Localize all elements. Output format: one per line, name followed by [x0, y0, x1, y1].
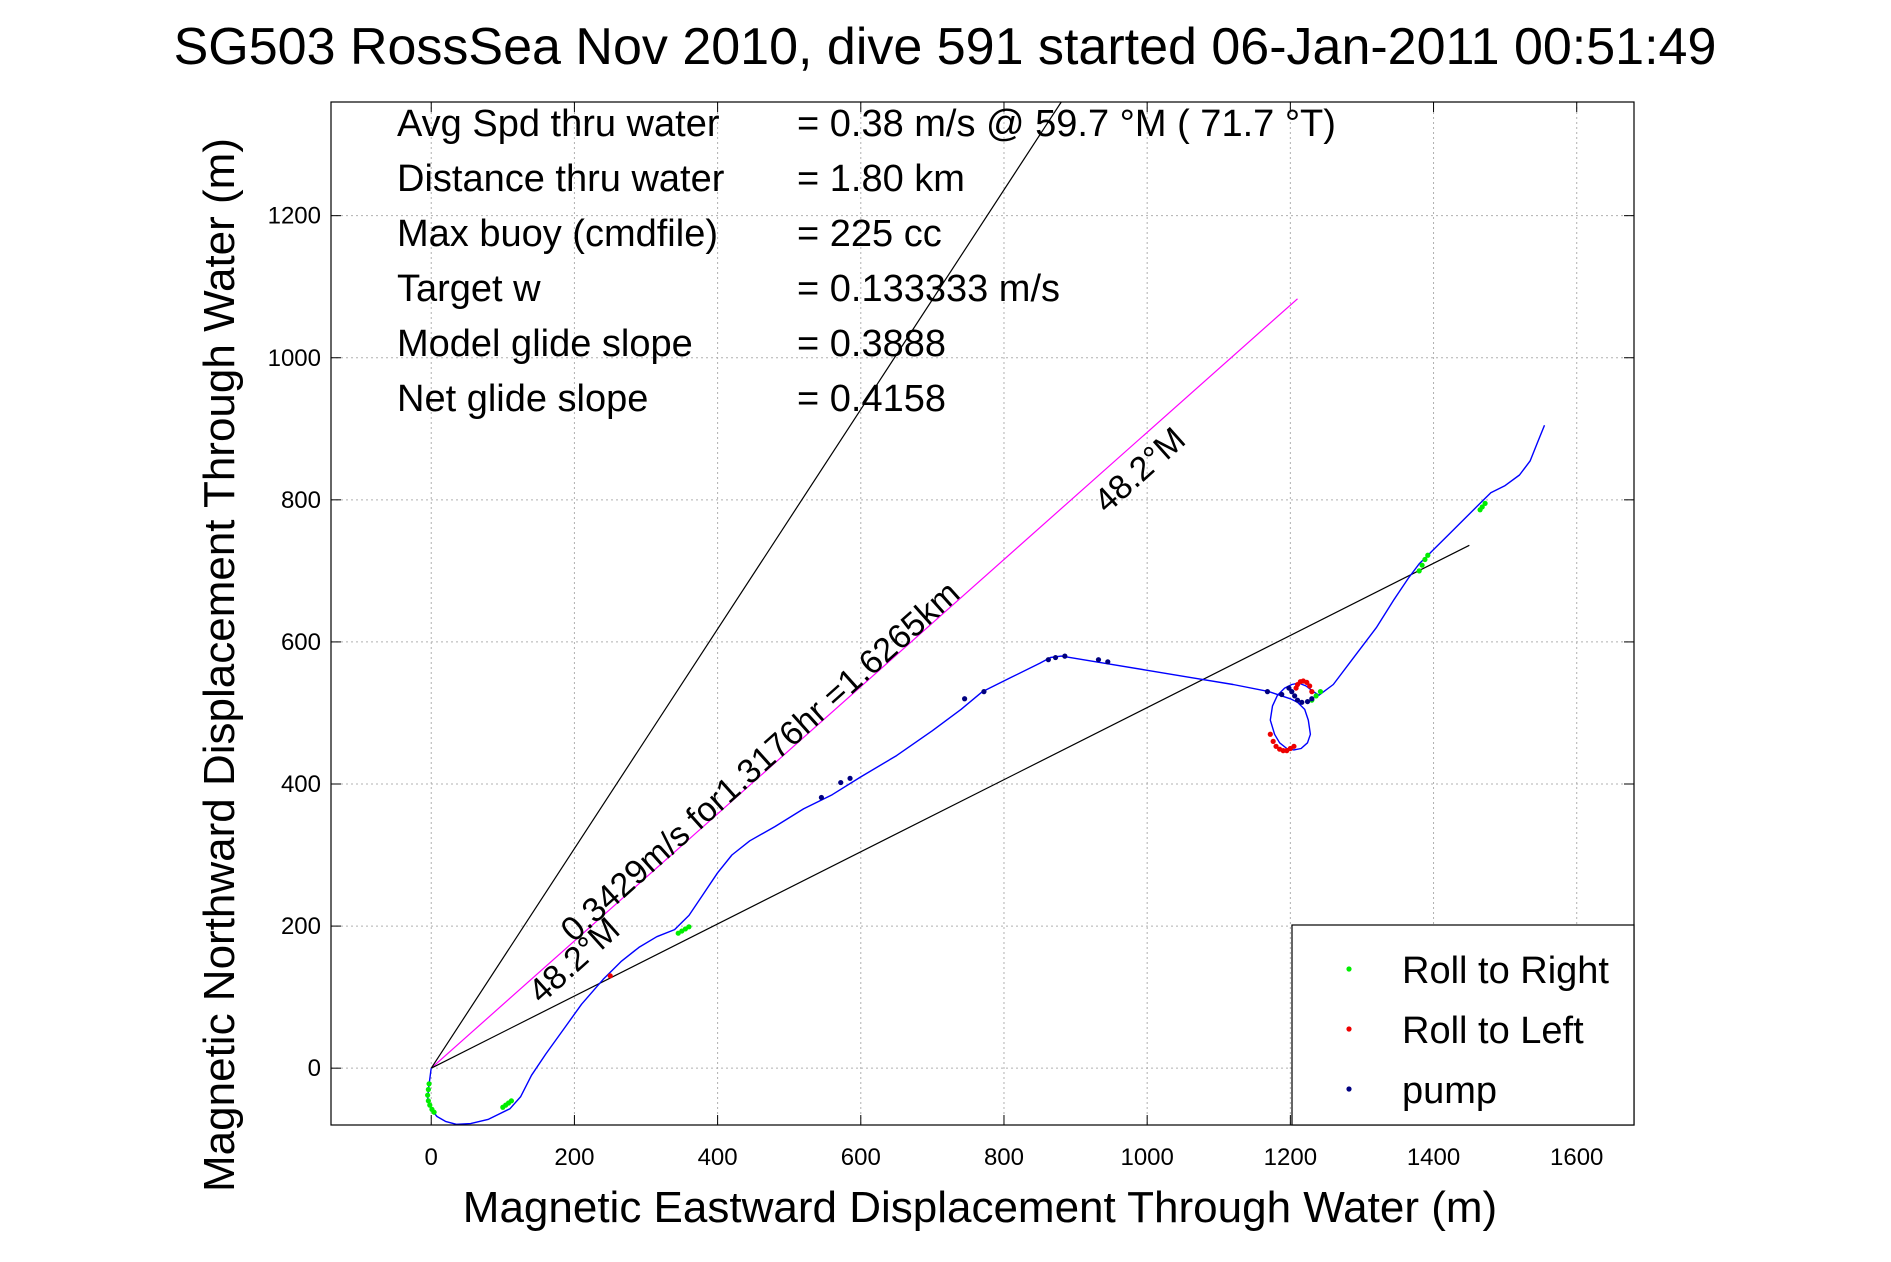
legend-entry: pump [1402, 1070, 1497, 1112]
reference-line-1 [430, 102, 1062, 1069]
y-tick-label: 200 [281, 913, 321, 940]
roll-to-left-point [1280, 748, 1286, 754]
y-tick-label: 800 [281, 487, 321, 514]
legend-entry: Roll to Right [1402, 950, 1609, 992]
roll-to-right-point [1479, 504, 1485, 510]
x-tick-label: 1200 [1264, 1144, 1317, 1171]
x-tick-label: 200 [554, 1144, 594, 1171]
info-value: = 0.4158 [797, 378, 946, 420]
annotation-label: 48.2°M [1087, 420, 1193, 520]
reference-line-0 [430, 298, 1298, 1069]
info-label: Avg Spd thru water [397, 103, 720, 145]
info-label: Net glide slope [397, 378, 648, 420]
y-tick-label: 0 [308, 1055, 321, 1082]
roll-to-right-point [1416, 568, 1422, 574]
x-tick-label: 1600 [1550, 1144, 1603, 1171]
roll-to-right-point [425, 1098, 431, 1104]
pump-point [1294, 697, 1301, 703]
roll-to-left-point [1309, 689, 1315, 695]
pump-point [1279, 691, 1285, 698]
legend-marker [1346, 1086, 1352, 1092]
y-tick-label: 600 [281, 629, 321, 656]
info-value: = 0.38 m/s @ 59.7 °M ( 71.7 °T) [797, 103, 1336, 145]
roll-to-right-point [1317, 689, 1324, 695]
annotation-label: 0.3429m/s for1.3176hr =1.6265km [554, 574, 968, 949]
plot-area-frame [330, 101, 1635, 1126]
info-text-block: Avg Spd thru water = 0.38 m/s @ 59.7 °M (… [397, 103, 1336, 420]
reference-lines [430, 102, 1470, 1069]
info-value: = 0.133333 m/s [797, 268, 1060, 310]
chart-annotations: 48.2°M0.3429m/s for1.3176hr =1.6265km48.… [521, 420, 1193, 1011]
roll-to-right-point [431, 1109, 437, 1115]
info-value: = 225 cc [797, 213, 942, 255]
info-label: Distance thru water [397, 158, 725, 200]
data-series [425, 424, 1546, 1125]
pump-point [1289, 689, 1295, 695]
info-label: Model glide slope [397, 323, 693, 365]
pump-point [1105, 659, 1111, 665]
chart-title: SG503 RossSea Nov 2010, dive 591 started… [174, 18, 1717, 76]
pump-point [818, 794, 825, 801]
pump-point [1292, 693, 1298, 699]
roll-to-right-point [1422, 556, 1428, 563]
roll-to-left-point [1270, 738, 1276, 744]
roll-to-left-point [1307, 683, 1313, 689]
pump-point [1052, 654, 1059, 661]
roll-to-right-point [427, 1102, 433, 1108]
pump-point [847, 775, 853, 781]
pump-point [1299, 699, 1305, 705]
roll-to-left-point [1304, 679, 1310, 686]
roll-to-right-point [686, 924, 692, 930]
x-tick-label: 800 [984, 1144, 1024, 1171]
x-tick-label: 600 [841, 1144, 881, 1171]
pump-point [1309, 696, 1315, 702]
roll-to-right-point [1482, 500, 1488, 506]
info-value: = 1.80 km [797, 158, 965, 200]
pump-point [838, 779, 844, 786]
pump-point [1286, 685, 1292, 691]
chart-legend: Roll to Right Roll to Left pump [1291, 924, 1635, 1126]
y-axis-label: Magnetic Northward Displacement Through … [195, 138, 244, 1192]
legend-box [1291, 924, 1635, 1126]
y-tick-label: 400 [281, 771, 321, 798]
roll-to-right-point [425, 1092, 431, 1098]
grid-lines [331, 102, 1634, 1125]
track-line [427, 424, 1546, 1125]
axis-ticks: 0 200 400 600 800 1000 1200 1400 1600 0 200 400 600 8… [268, 102, 1634, 1171]
roll-to-left-point [1291, 743, 1297, 749]
x-tick-label: 400 [698, 1144, 738, 1171]
roll-to-right-point [1313, 693, 1319, 699]
roll-to-left-point [607, 973, 613, 979]
pump-point [981, 689, 987, 695]
reference-line-2 [430, 544, 1470, 1069]
pump-point [1264, 689, 1271, 695]
pump-point [962, 696, 968, 702]
x-tick-label: 1400 [1407, 1144, 1460, 1171]
roll-to-right-point [1425, 552, 1431, 558]
roll-to-left-point [1273, 743, 1279, 749]
info-value: = 0.3888 [797, 323, 946, 365]
legend-marker [1346, 966, 1352, 972]
x-axis-label: Magnetic Eastward Displacement Through W… [463, 1183, 1497, 1232]
y-tick-label: 1200 [268, 203, 321, 230]
y-tick-label: 1000 [268, 345, 321, 372]
legend-marker [1346, 1026, 1352, 1032]
pump-point [1304, 698, 1311, 705]
pump-point [1045, 657, 1051, 663]
roll-to-right-point [1419, 562, 1425, 568]
info-label: Target w [397, 268, 541, 310]
pump-point [1095, 657, 1102, 663]
roll-to-right-point [508, 1098, 515, 1104]
legend-entry: Roll to Left [1402, 1010, 1584, 1052]
x-tick-label: 1000 [1120, 1144, 1173, 1171]
roll-to-left-point [1267, 731, 1273, 737]
info-label: Max buoy (cmdfile) [397, 213, 718, 255]
roll-to-right-point [426, 1081, 432, 1087]
x-tick-label: 0 [425, 1144, 438, 1171]
pump-point [1062, 653, 1068, 659]
roll-to-right-point [425, 1086, 431, 1093]
